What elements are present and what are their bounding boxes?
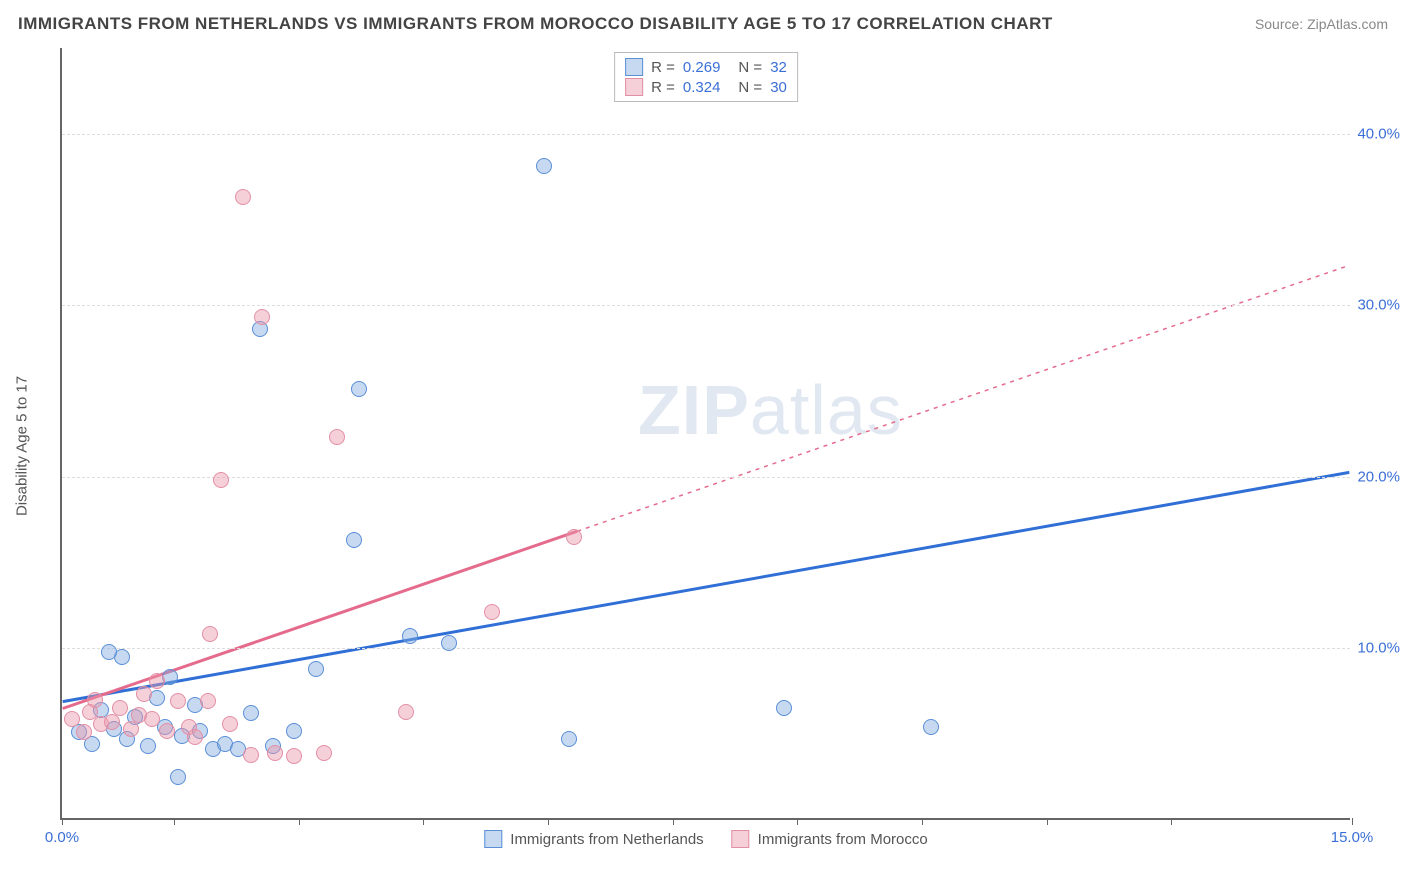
scatter-point — [140, 738, 156, 754]
scatter-point — [87, 692, 103, 708]
x-tick-mark — [548, 818, 549, 825]
x-tick-mark — [174, 818, 175, 825]
scatter-point — [170, 693, 186, 709]
legend-stats-row: R = 0.324 N = 30 — [625, 77, 787, 97]
watermark: ZIPatlas — [638, 370, 903, 450]
chart-source: Source: ZipAtlas.com — [1255, 16, 1388, 32]
legend-stats: R = 0.269 N = 32 R = 0.324 N = 30 — [614, 52, 798, 102]
x-tick-mark — [423, 818, 424, 825]
y-tick-label: 10.0% — [1357, 640, 1400, 657]
trend-line-solid — [63, 472, 1350, 701]
legend-series-label: Immigrants from Morocco — [758, 831, 928, 848]
scatter-point — [243, 705, 259, 721]
x-tick-mark — [299, 818, 300, 825]
scatter-point — [112, 700, 128, 716]
chart-header: IMMIGRANTS FROM NETHERLANDS VS IMMIGRANT… — [18, 14, 1388, 34]
legend-swatch-icon — [484, 830, 502, 848]
x-tick-mark — [922, 818, 923, 825]
scatter-point — [776, 700, 792, 716]
scatter-point — [267, 745, 283, 761]
scatter-point — [76, 724, 92, 740]
x-tick-mark — [62, 818, 63, 825]
x-tick-label: 0.0% — [45, 829, 79, 846]
scatter-point — [308, 661, 324, 677]
x-tick-mark — [1047, 818, 1048, 825]
scatter-point — [104, 714, 120, 730]
watermark-rest: atlas — [750, 371, 903, 449]
scatter-point — [923, 719, 939, 735]
scatter-point — [286, 748, 302, 764]
scatter-point — [187, 729, 203, 745]
scatter-point — [200, 693, 216, 709]
legend-swatch-icon — [625, 78, 643, 96]
legend-series-item: Immigrants from Morocco — [732, 830, 928, 848]
y-axis-title: Disability Age 5 to 17 — [14, 376, 31, 516]
scatter-point — [202, 626, 218, 642]
scatter-point — [566, 529, 582, 545]
x-tick-mark — [673, 818, 674, 825]
scatter-point — [329, 429, 345, 445]
legend-r-label: R = — [651, 59, 675, 76]
y-tick-label: 30.0% — [1357, 297, 1400, 314]
x-tick-mark — [1171, 818, 1172, 825]
legend-r-value: 0.324 — [683, 79, 721, 96]
scatter-point — [254, 309, 270, 325]
legend-stats-row: R = 0.269 N = 32 — [625, 57, 787, 77]
legend-n-label: N = — [738, 79, 762, 96]
x-tick-label: 15.0% — [1331, 829, 1374, 846]
scatter-point — [346, 532, 362, 548]
scatter-point — [235, 189, 251, 205]
scatter-point — [561, 731, 577, 747]
legend-r-label: R = — [651, 79, 675, 96]
grid-line — [62, 648, 1350, 649]
scatter-point — [536, 158, 552, 174]
legend-r-value: 0.269 — [683, 59, 721, 76]
legend-series-item: Immigrants from Netherlands — [484, 830, 703, 848]
y-tick-label: 40.0% — [1357, 125, 1400, 142]
scatter-point — [286, 723, 302, 739]
legend-n-value: 32 — [770, 59, 787, 76]
legend-n-value: 30 — [770, 79, 787, 96]
scatter-point — [243, 747, 259, 763]
scatter-point — [101, 644, 117, 660]
scatter-point — [351, 381, 367, 397]
scatter-point — [64, 711, 80, 727]
scatter-point — [222, 716, 238, 732]
watermark-bold: ZIP — [638, 371, 750, 449]
scatter-point — [131, 707, 147, 723]
plot-area: R = 0.269 N = 32 R = 0.324 N = 30 ZIPatl… — [60, 48, 1350, 820]
grid-line — [62, 477, 1350, 478]
y-tick-label: 20.0% — [1357, 468, 1400, 485]
scatter-point — [149, 673, 165, 689]
grid-line — [62, 134, 1350, 135]
legend-series-label: Immigrants from Netherlands — [510, 831, 703, 848]
scatter-point — [402, 628, 418, 644]
legend-n-label: N = — [738, 59, 762, 76]
trend-lines — [62, 48, 1350, 818]
chart-title: IMMIGRANTS FROM NETHERLANDS VS IMMIGRANT… — [18, 14, 1053, 34]
scatter-point — [123, 721, 139, 737]
x-tick-mark — [797, 818, 798, 825]
scatter-point — [159, 723, 175, 739]
scatter-point — [136, 686, 152, 702]
scatter-point — [484, 604, 500, 620]
scatter-point — [213, 472, 229, 488]
x-tick-mark — [1352, 818, 1353, 825]
scatter-point — [441, 635, 457, 651]
scatter-point — [170, 769, 186, 785]
trend-line-solid — [63, 531, 578, 708]
scatter-point — [316, 745, 332, 761]
scatter-point — [398, 704, 414, 720]
legend-swatch-icon — [625, 58, 643, 76]
grid-line — [62, 305, 1350, 306]
legend-swatch-icon — [732, 830, 750, 848]
legend-series: Immigrants from Netherlands Immigrants f… — [484, 830, 927, 848]
